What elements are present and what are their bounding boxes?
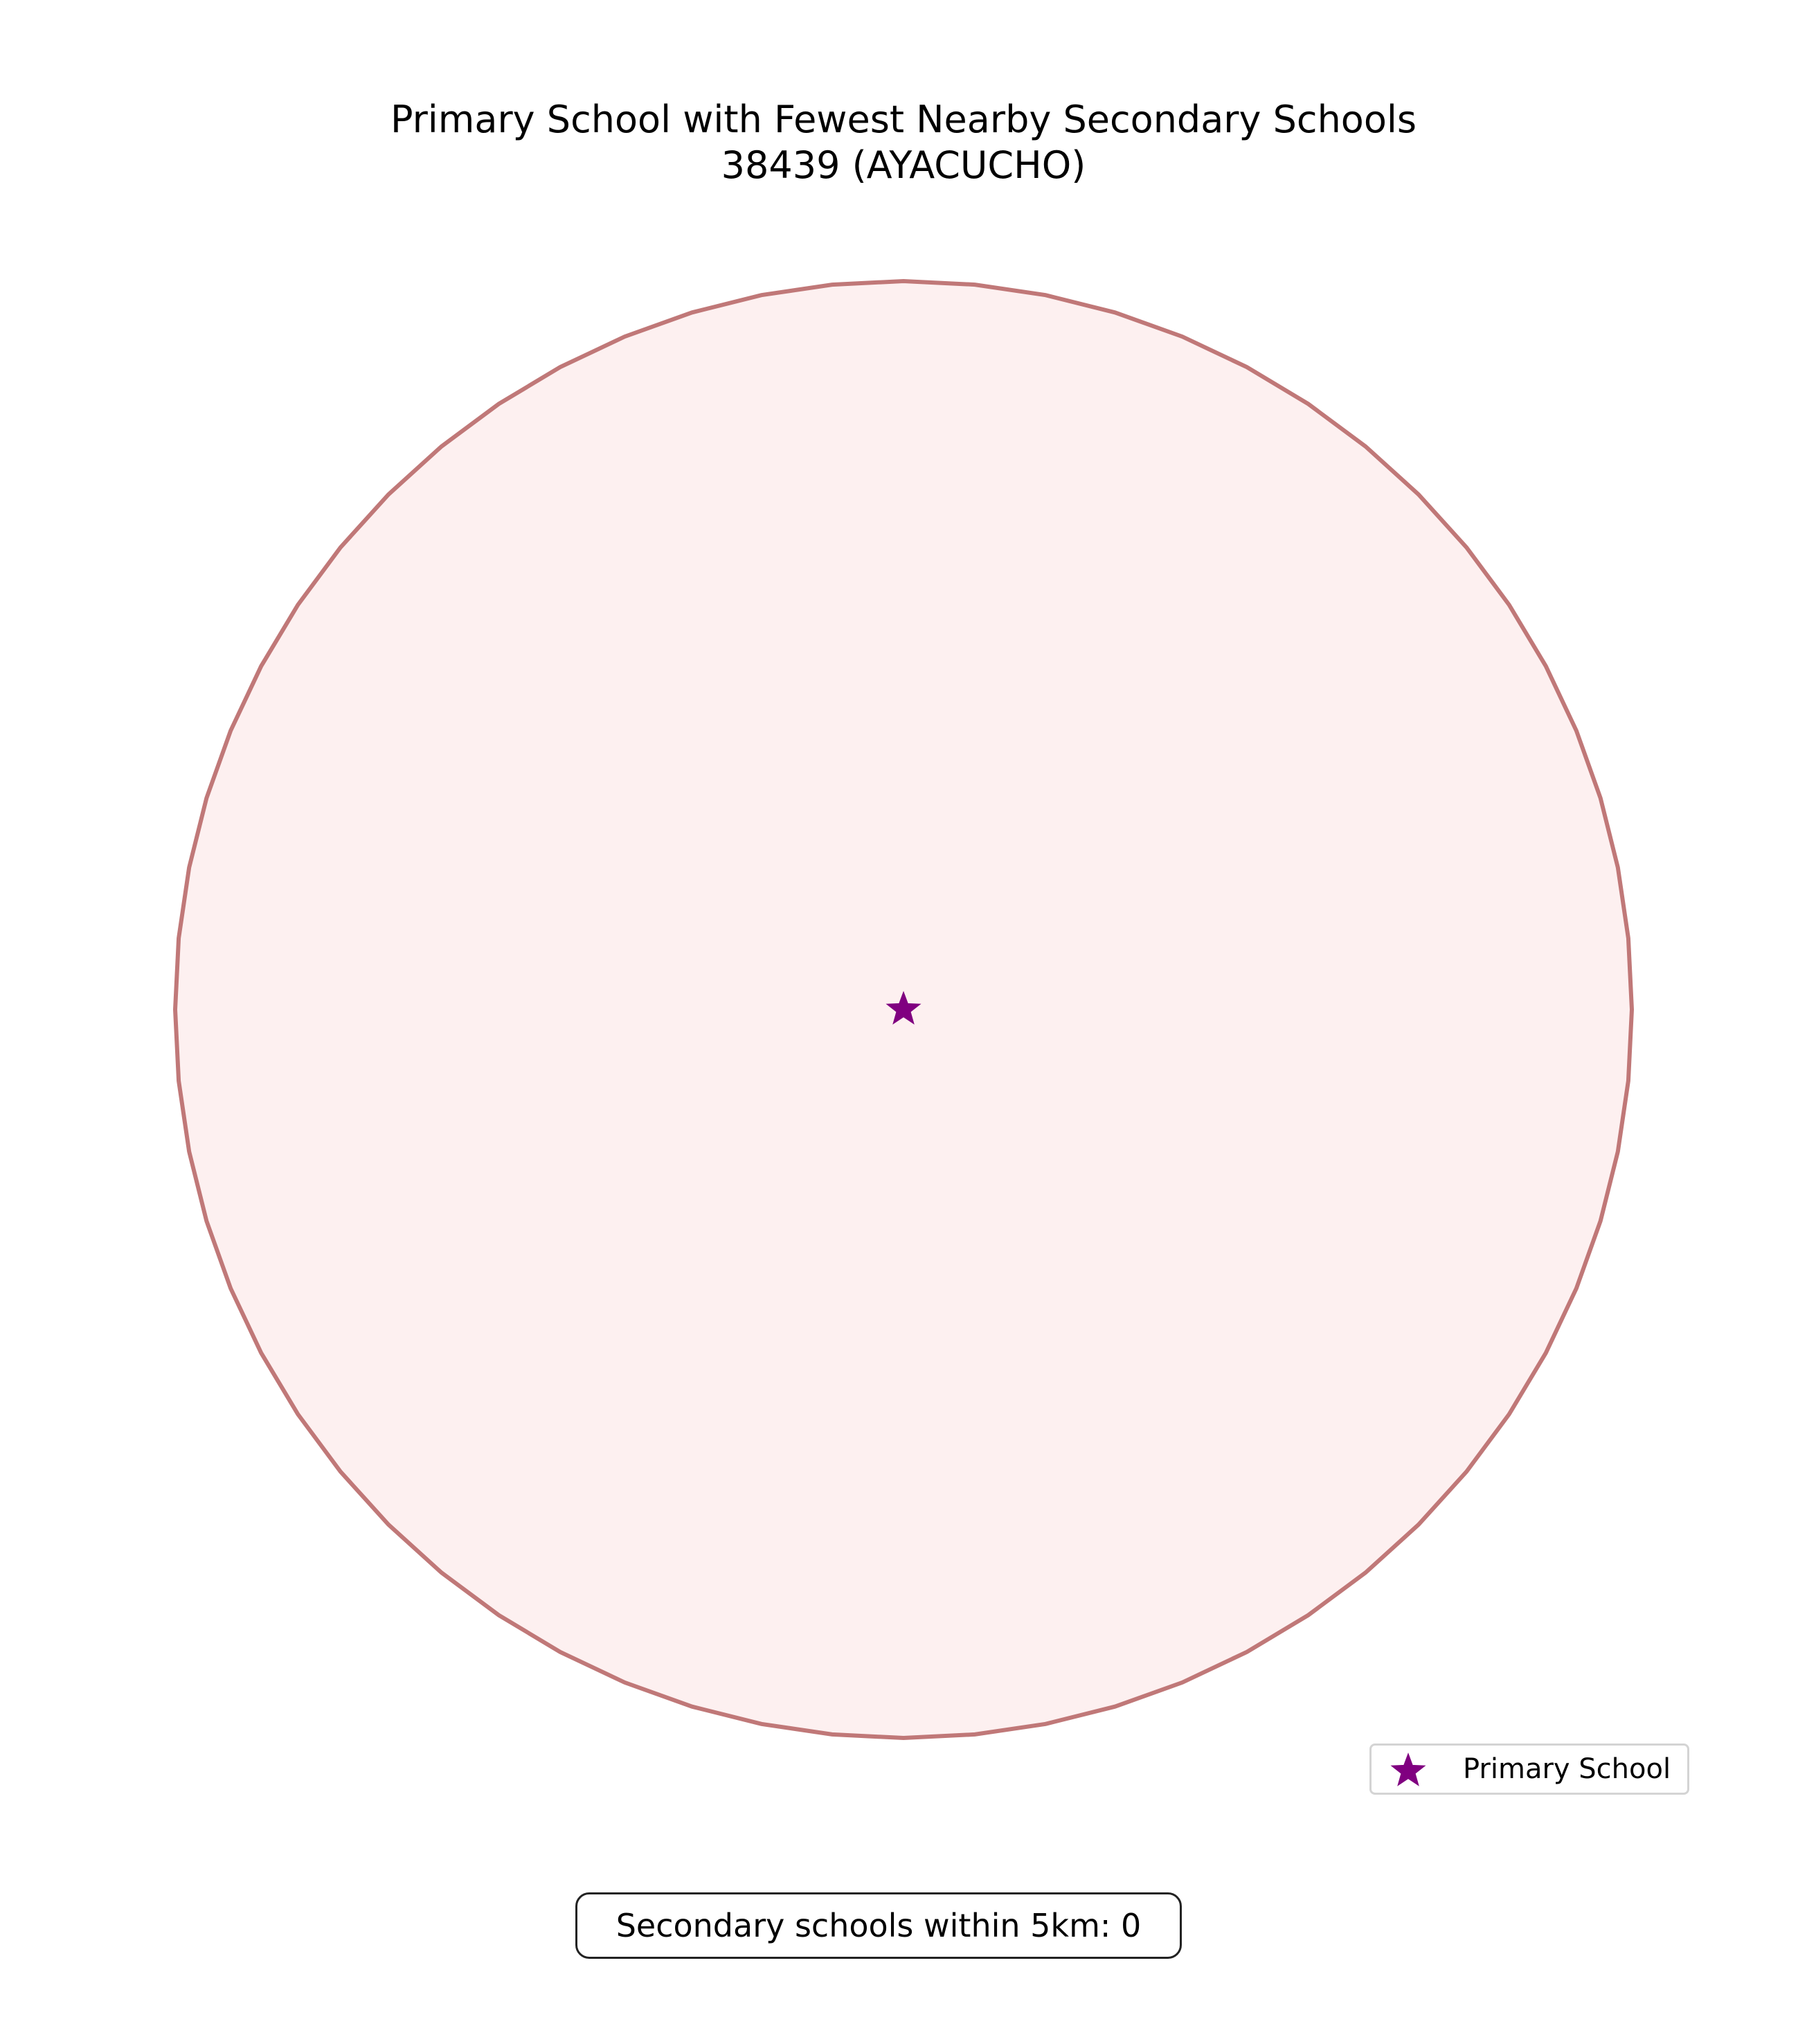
legend-star-icon [1390,1752,1426,1786]
map-title: Primary School with Fewest Nearby Second… [0,97,1807,188]
map-title-line1: Primary School with Fewest Nearby Second… [390,98,1417,141]
secondary-count-annotation: Secondary schools within 5km: 0 [575,1892,1182,1959]
legend-label-primary-school: Primary School [1463,1753,1671,1785]
primary-school-star-icon[interactable] [885,991,922,1025]
map-title-line2: 38439 (AYACUCHO) [721,143,1086,187]
legend: Primary School [1369,1743,1689,1795]
